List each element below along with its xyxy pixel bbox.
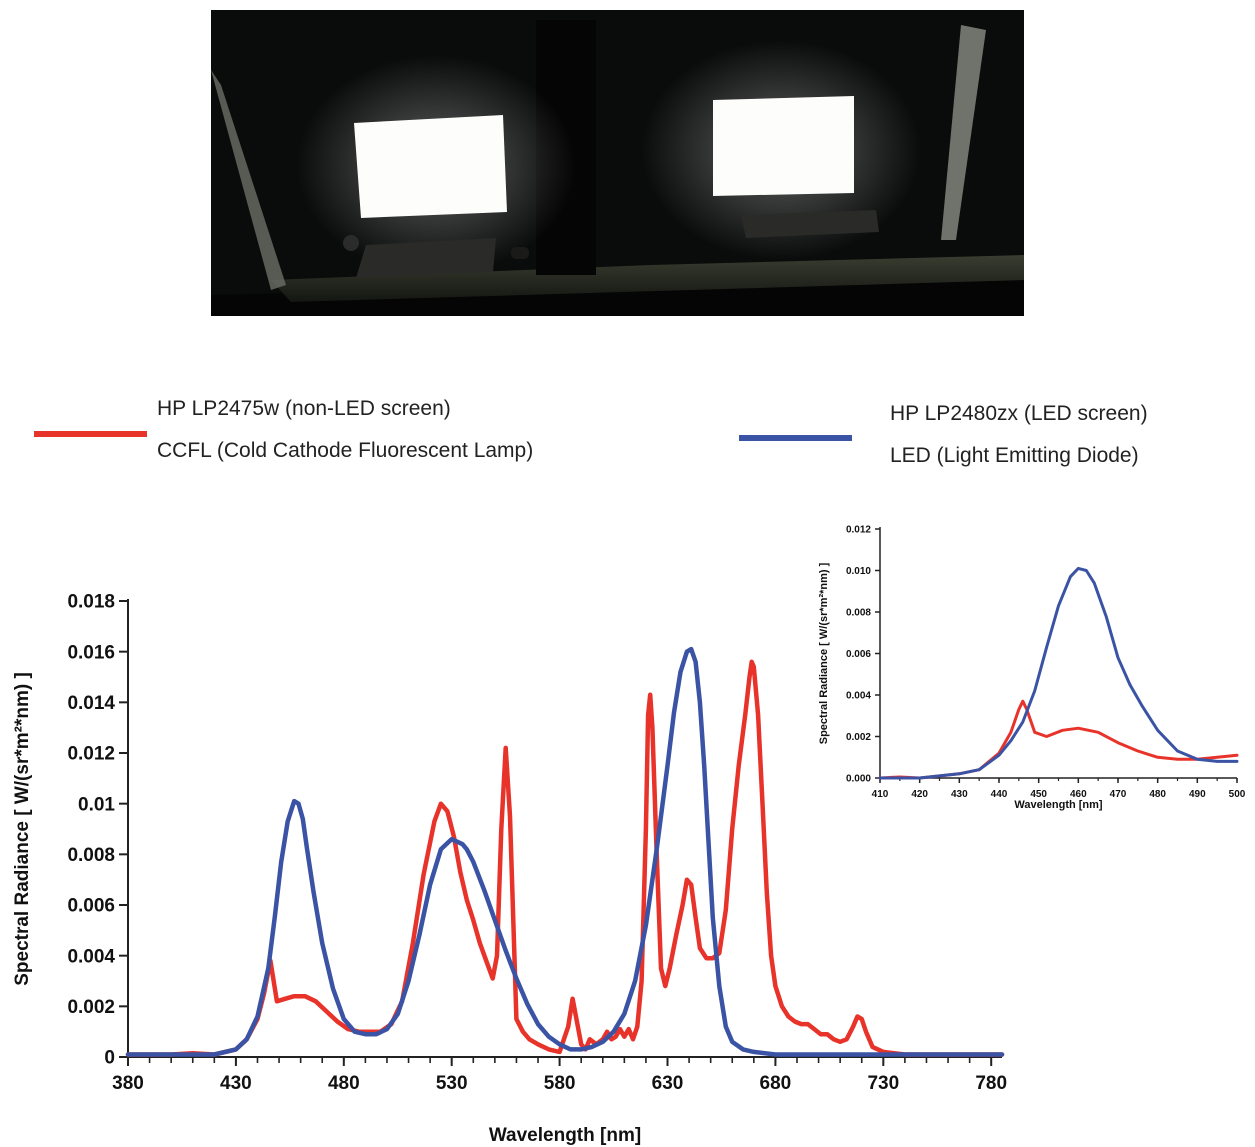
legend-led-title: HP LP2480zx (LED screen) xyxy=(890,402,1148,425)
main-y-tick-label: 0.008 xyxy=(67,845,115,866)
main-x-tick-label: 530 xyxy=(436,1073,468,1094)
main-y-tick-label: 0 xyxy=(104,1048,115,1069)
main-y-axis-title: Spectral Radiance [ W/(sr*m²*nm) ] xyxy=(12,672,33,986)
main-y-tick-label: 0.002 xyxy=(67,997,115,1018)
legend-ccfl-line xyxy=(34,431,147,437)
legend-ccfl-subtitle: CCFL (Cold Cathode Fluorescent Lamp) xyxy=(157,439,534,462)
main-y-tick-label: 0.016 xyxy=(67,642,115,663)
inset-y-tick-label: 0.000 xyxy=(846,774,871,785)
legend-led-line xyxy=(739,435,852,441)
inset-x-tick-label: 430 xyxy=(951,789,968,800)
inset-y-tick-label: 0.004 xyxy=(846,691,871,702)
inset-y-tick-label: 0.002 xyxy=(846,732,871,743)
main-series-1-line xyxy=(125,646,1005,1057)
main-y-tick-label: 0.004 xyxy=(67,946,115,967)
monitors-photo xyxy=(211,10,1024,316)
main-y-tick-label: 0.006 xyxy=(67,896,115,917)
inset-x-tick-label: 480 xyxy=(1149,789,1166,800)
inset-x-tick-label: 440 xyxy=(991,789,1008,800)
inset-x-tick-label: 420 xyxy=(911,789,928,800)
left-monitor-screen xyxy=(354,115,507,218)
inset-series-0-line xyxy=(878,699,1239,780)
inset-y-tick-label: 0.010 xyxy=(846,566,871,577)
inset-x-tick-label: 460 xyxy=(1070,789,1087,800)
main-series-0-line xyxy=(125,659,1005,1057)
legend-ccfl-title: HP LP2475w (non-LED screen) xyxy=(157,397,451,420)
inset-x-tick-label: 490 xyxy=(1189,789,1206,800)
main-x-tick-label: 630 xyxy=(652,1073,684,1094)
right-monitor-screen xyxy=(713,96,854,196)
legend-led-subtitle: LED (Light Emitting Diode) xyxy=(890,444,1139,467)
inset-y-tick-label: 0.008 xyxy=(846,608,871,619)
inset-y-axis-title: Spectral Radiance [ W/(sr*m²*nm) ] xyxy=(818,562,830,744)
inset-spectrum-chart: 0.000 0.002 0.004 0.006 0.008 0.010 0.012 410 42… xyxy=(818,525,1246,812)
inset-x-tick-label: 470 xyxy=(1110,789,1127,800)
main-y-tick-label: 0.014 xyxy=(67,693,115,714)
inset-x-tick-label: 500 xyxy=(1229,789,1246,800)
main-spectrum-chart: 0 0.002 0.004 0.006 0.008 0.01 0.012 0.014 0.016… xyxy=(12,592,1007,1146)
main-x-tick-label: 780 xyxy=(975,1073,1007,1094)
main-x-tick-label: 680 xyxy=(760,1073,792,1094)
main-y-tick-label: 0.01 xyxy=(78,794,115,815)
main-x-tick-label: 730 xyxy=(867,1073,899,1094)
main-x-tick-label: 580 xyxy=(544,1073,576,1094)
inset-x-tick-label: 410 xyxy=(872,789,889,800)
main-x-tick-label: 430 xyxy=(220,1073,252,1094)
inset-x-axis-title: Wavelength [nm] xyxy=(1014,799,1103,811)
main-x-tick-label: 480 xyxy=(328,1073,360,1094)
main-y-tick-label: 0.018 xyxy=(67,592,115,613)
inset-series-1-line xyxy=(878,566,1239,780)
inset-x-tick-label: 450 xyxy=(1030,789,1047,800)
inset-y-tick-label: 0.012 xyxy=(846,525,871,536)
main-x-tick-label: 380 xyxy=(112,1073,144,1094)
main-y-tick-label: 0.012 xyxy=(67,744,115,765)
inset-y-tick-label: 0.006 xyxy=(846,649,871,660)
main-x-axis-title: Wavelength [nm] xyxy=(489,1125,641,1146)
